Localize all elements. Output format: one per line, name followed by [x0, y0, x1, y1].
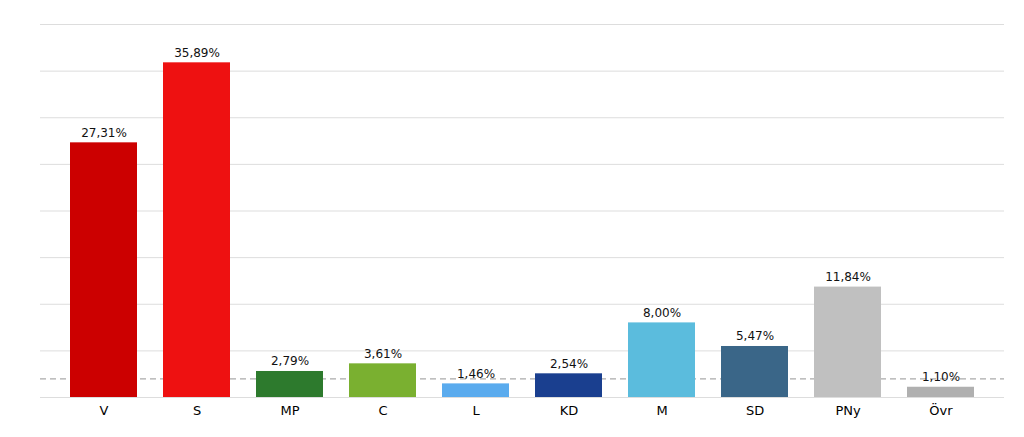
svg-text:MP: MP: [280, 403, 299, 418]
svg-text:5,47%: 5,47%: [736, 329, 774, 343]
svg-text:27,31%: 27,31%: [81, 126, 127, 140]
svg-text:2,79%: 2,79%: [271, 354, 309, 368]
svg-text:1,10%: 1,10%: [922, 370, 960, 384]
svg-text:M: M: [656, 403, 667, 418]
svg-text:2,54%: 2,54%: [550, 357, 588, 371]
svg-text:3,61%: 3,61%: [364, 347, 402, 361]
svg-text:11,84%: 11,84%: [825, 270, 871, 284]
svg-text:KD: KD: [560, 403, 579, 418]
svg-text:SD: SD: [746, 403, 764, 418]
svg-text:S: S: [193, 403, 201, 418]
svg-text:L: L: [472, 403, 480, 418]
svg-text:Övr: Övr: [929, 402, 953, 418]
svg-text:V: V: [100, 403, 109, 418]
svg-text:8,00%: 8,00%: [643, 306, 681, 320]
svg-text:35,89%: 35,89%: [174, 46, 220, 60]
svg-text:C: C: [378, 403, 387, 418]
svg-text:1,46%: 1,46%: [457, 367, 495, 381]
svg-text:PNy: PNy: [835, 403, 861, 418]
